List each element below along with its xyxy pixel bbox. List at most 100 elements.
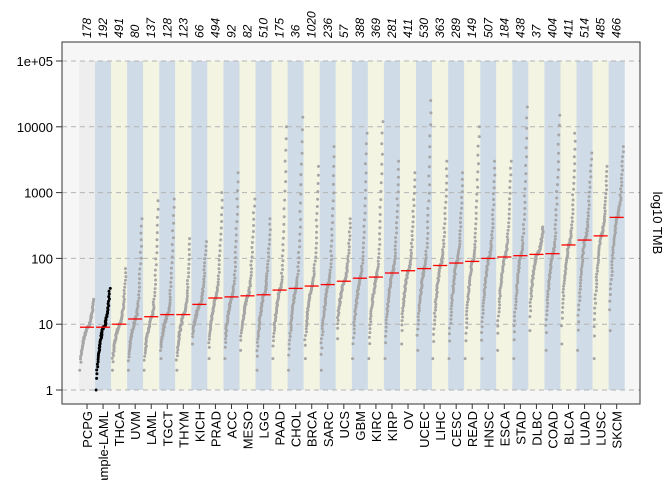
x-tick-label: THCA [112,411,127,447]
data-point [232,273,236,277]
data-point [433,318,437,322]
data-point [515,286,519,290]
data-point [139,231,143,235]
data-point [204,253,207,257]
data-point [312,272,316,276]
data-point [416,322,420,326]
data-point [580,270,584,274]
data-point [553,237,557,241]
data-point [573,147,577,151]
data-point [474,222,478,226]
data-point [523,200,527,204]
data-point [458,232,462,236]
data-point [603,199,607,203]
data-point [252,217,256,221]
data-point [547,282,551,286]
data-point [280,280,284,284]
data-point [331,221,335,225]
data-point [516,276,520,280]
data-point [314,246,318,250]
x-tick-label: UCEC [417,411,432,448]
data-point [460,177,464,181]
data-point [409,248,413,252]
data-point [570,216,574,220]
data-point [418,298,422,302]
y-axis: 1 10 100 1000 10000 1e+05 [16,54,62,398]
data-point [347,248,351,252]
data-point [507,221,511,225]
data-point [168,292,172,296]
data-point [524,180,527,183]
data-point [362,236,366,240]
data-point [284,180,288,184]
data-point [298,232,302,236]
data-point [220,198,224,202]
data-point [380,172,384,176]
data-point [153,273,157,277]
data-point [553,245,557,249]
data-point [594,301,598,305]
data-point [491,213,494,217]
data-point [593,311,597,315]
data-point [376,259,380,263]
data-point [378,226,382,230]
data-point [364,142,368,146]
data-point [520,244,524,248]
data-point [171,229,175,233]
data-point [579,272,583,276]
data-point [465,313,468,317]
data-point [346,254,350,258]
sample-count-label: 485 [594,18,608,38]
data-point [558,113,562,117]
data-point [467,285,471,289]
data-point [483,285,487,289]
data-point [364,188,368,192]
data-point [378,232,382,236]
data-point [508,191,512,195]
data-point [450,304,454,308]
data-point [253,204,257,208]
category-band [95,61,112,390]
data-point [383,357,387,361]
data-point [353,317,357,321]
data-point [152,303,155,307]
data-point [202,283,206,286]
sample-count-label: 404 [545,18,559,38]
data-point [621,145,625,149]
data-point [289,321,293,325]
data-point [249,263,253,267]
data-point [297,261,301,264]
data-point [285,125,288,129]
data-point [547,284,551,288]
data-point [491,192,495,196]
data-point [593,334,596,338]
data-point [220,206,224,210]
data-point [555,202,559,206]
data-point [586,211,590,214]
data-point [273,328,276,332]
data-point [336,337,340,341]
data-point [447,332,451,336]
data-point [232,282,236,286]
data-point [111,360,115,364]
data-point [369,314,373,318]
data-point [402,304,406,308]
data-point [562,294,566,298]
data-point [521,241,525,245]
data-point [434,297,438,301]
sample-count-label: 92 [224,24,238,38]
data-point [235,220,239,224]
sample-count-label: 363 [433,18,447,38]
category-band [383,61,400,390]
data-point [460,206,464,210]
data-point [137,289,141,293]
data-point [529,292,533,295]
data-point [360,269,364,273]
data-point [233,260,237,264]
data-point [450,293,454,297]
data-point [498,303,502,307]
x-tick-label: TGCT [160,411,175,446]
data-point [499,284,503,288]
data-point [497,297,501,301]
data-point [475,192,479,196]
